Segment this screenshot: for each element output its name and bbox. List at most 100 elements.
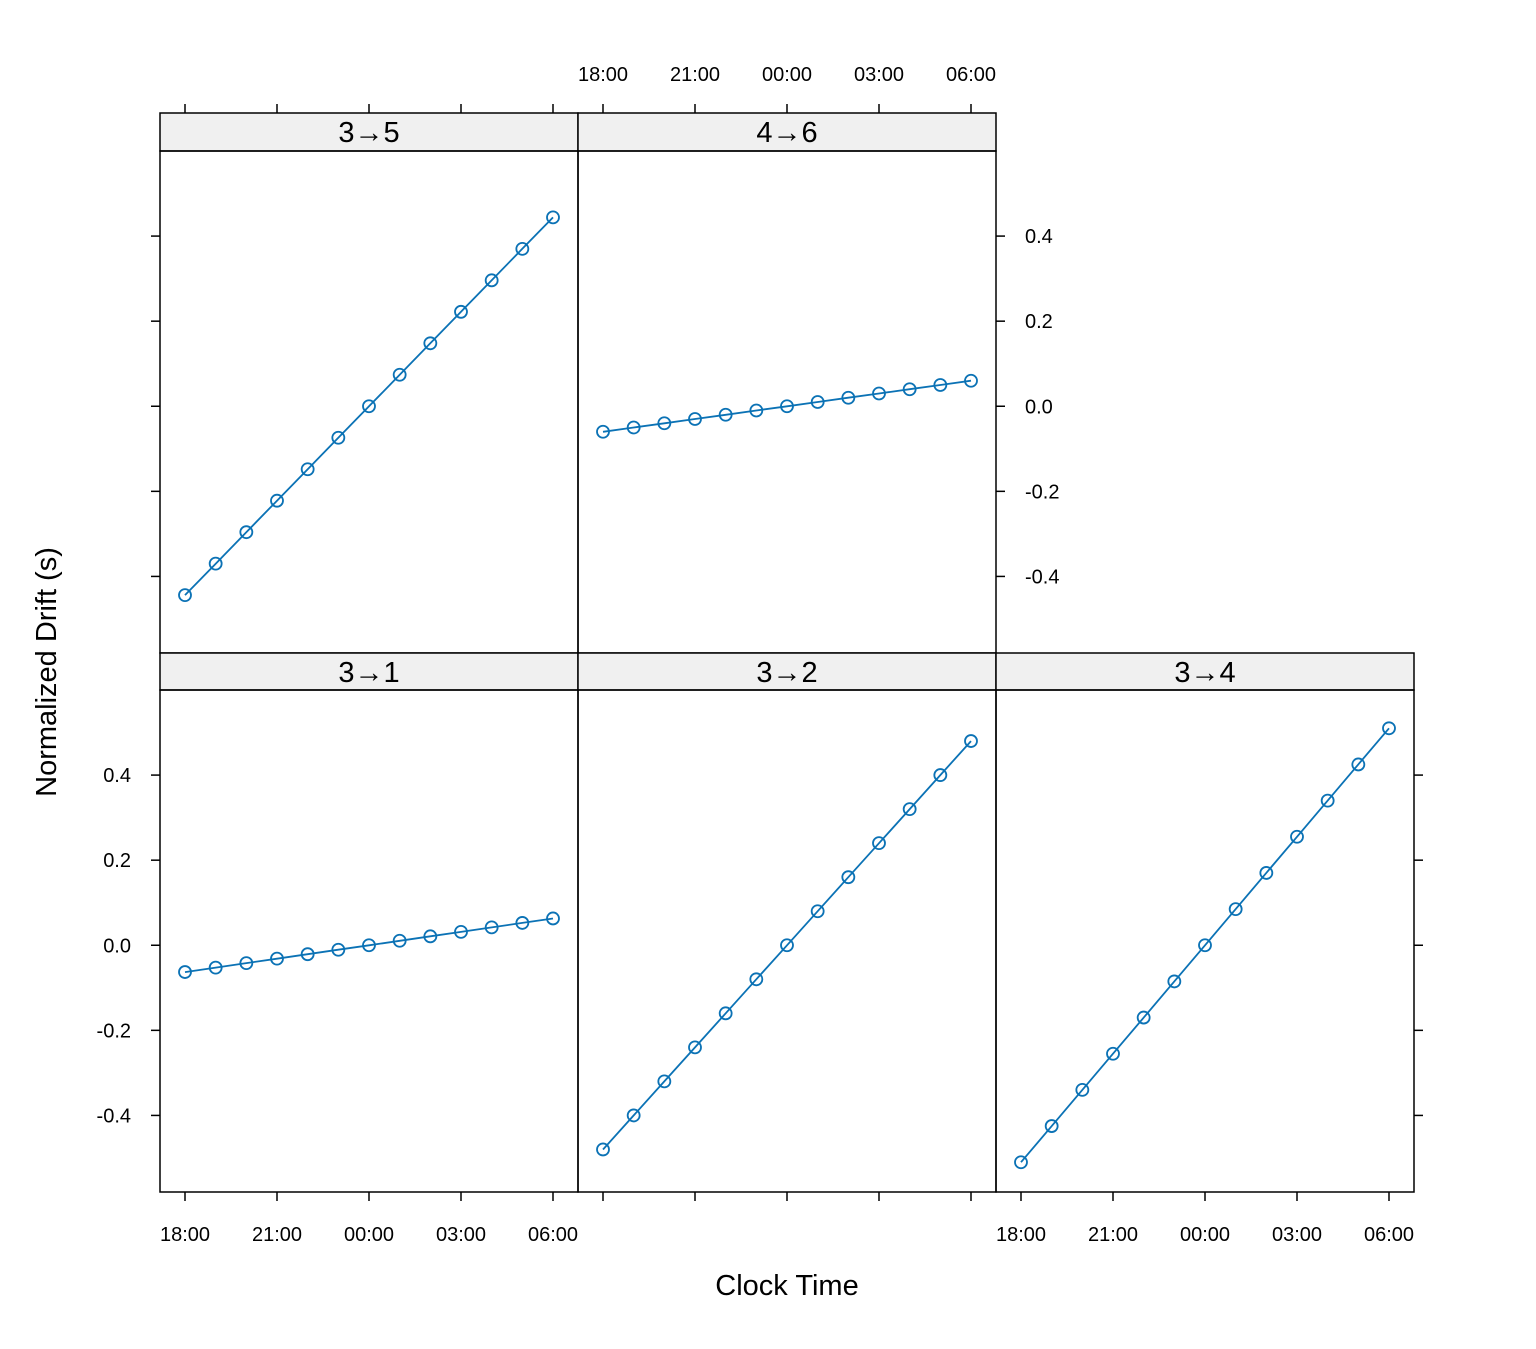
panel-strip-label: 3→1 [338,657,399,689]
y-tick-label: -0.4 [97,1105,131,1127]
x-tick-label: 00:00 [344,1224,394,1246]
x-tick-label: 06:00 [1364,1224,1414,1246]
data-point [902,802,917,817]
data-point [392,933,407,948]
x-tick-label: 00:00 [762,64,812,86]
panel-frame [159,150,579,654]
data-point [484,273,499,288]
y-tick-label: -0.4 [1025,566,1059,588]
x-tick-label: 18:00 [996,1224,1046,1246]
data-point [1382,721,1396,736]
data-point [688,412,702,426]
data-point [178,965,192,979]
panel-strip-label: 4→6 [756,117,817,149]
y-tick-label: -0.2 [97,1020,131,1042]
data-point [810,904,825,919]
data-point [1136,1010,1151,1025]
y-tick-label: 0.2 [1025,311,1053,333]
panel-3-to-2: 3→2 [577,652,997,1193]
data-point [688,1040,702,1055]
data-point [423,929,438,944]
data-point [596,424,610,439]
panel-frame [577,689,997,1193]
y-tick-label: 0.0 [103,935,131,957]
data-point [208,960,223,975]
series-line [184,216,554,596]
data-point [331,430,346,445]
data-point [780,938,794,953]
data-point [270,951,284,966]
data-point [872,386,886,401]
y-tick-label: 0.4 [103,765,131,787]
data-point [1228,902,1243,916]
panel-strip [995,652,1415,691]
data-point [546,911,560,926]
data-point [718,407,733,422]
data-point [933,768,948,782]
panel-strip [577,652,997,691]
data-point [392,367,407,382]
data-point [1320,793,1335,808]
data-point [1106,1046,1120,1061]
data-point [1351,757,1366,772]
data-point [515,916,530,930]
data-point [546,210,560,225]
data-point [626,420,641,435]
x-tick-label: 21:00 [1088,1224,1138,1246]
y-tick-label: 0.2 [103,850,131,872]
x-tick-label: 18:00 [578,64,628,86]
data-point [657,1074,672,1089]
data-point [964,373,978,388]
data-point [362,938,376,953]
y-tick-label: 0.0 [1025,396,1053,418]
data-point [964,734,978,748]
data-point [515,241,530,256]
data-point [626,1108,641,1123]
data-point [484,920,499,935]
data-point [1014,1155,1028,1170]
data-point [749,403,764,418]
panel-3-to-1: 3→1 [159,652,579,1193]
data-point [902,382,917,397]
data-point [423,336,438,351]
data-point [933,378,948,392]
data-point [239,525,254,540]
y-tick-label: -0.2 [1025,481,1059,503]
data-point [239,956,254,971]
panel-strip-label: 3→5 [338,117,399,149]
data-point [1167,974,1182,989]
x-tick-label: 03:00 [436,1224,486,1246]
panel-strip [159,112,579,152]
data-point [300,462,315,477]
data-point [1075,1082,1090,1097]
x-tick-label: 21:00 [252,1224,302,1246]
data-point [1198,938,1212,953]
data-point [841,870,856,885]
data-point [1259,866,1274,880]
data-point [780,399,794,414]
series-line [184,917,554,973]
data-point [208,556,223,571]
data-point [270,493,284,508]
data-point [841,390,856,405]
x-tick-label: 18:00 [160,1224,210,1246]
x-tick-label: 06:00 [946,64,996,86]
data-point [718,1006,733,1021]
x-tick-label: 03:00 [1272,1224,1322,1246]
x-tick-label: 06:00 [528,1224,578,1246]
series-line [1020,727,1390,1163]
data-point [454,304,468,319]
x-tick-label: 00:00 [1180,1224,1230,1246]
panel-strip-label: 3→4 [1174,657,1235,689]
panel-3-to-5: 3→5 [159,112,579,654]
data-point [810,395,825,409]
data-point [454,924,468,939]
data-point [331,942,346,957]
panel-3-to-4: 3→4 [995,652,1415,1193]
x-tick-label: 03:00 [854,64,904,86]
panel-frame [577,150,997,654]
series-line [602,379,972,433]
series-line [602,740,972,1151]
